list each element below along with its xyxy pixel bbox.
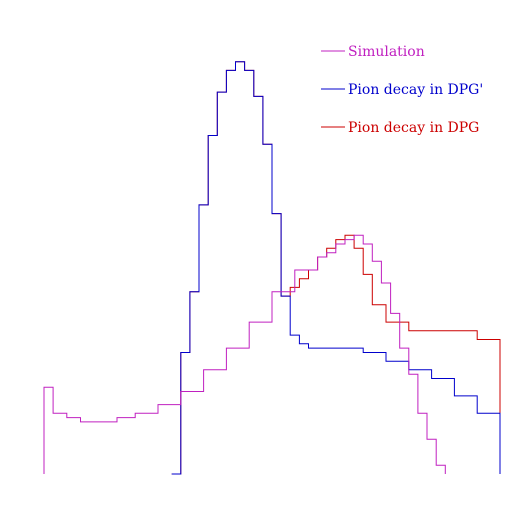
series-line-simulation [43, 234, 446, 474]
series-layer [43, 61, 501, 475]
legend-label-simulation: Simulation [348, 44, 425, 60]
legend-label-dpg-prime: Pion decay in DPG' [348, 82, 483, 98]
legend-label-dpg: Pion decay in DPG [348, 120, 479, 136]
series-line-pion-decay-in-dpg [171, 61, 501, 475]
legend: Simulation Pion decay in DPG' Pion decay… [321, 44, 483, 136]
